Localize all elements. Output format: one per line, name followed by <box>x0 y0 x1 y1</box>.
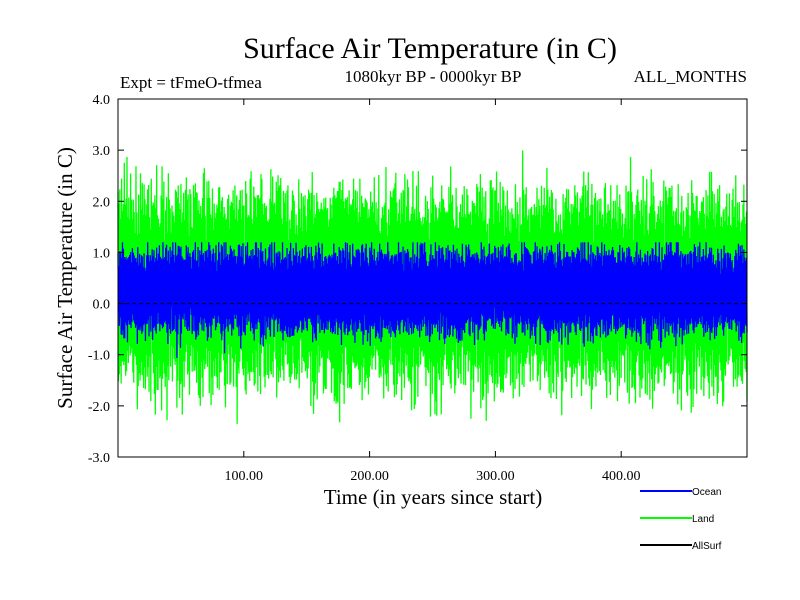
plot-series <box>117 150 748 424</box>
y-tick-label: -2.0 <box>88 400 110 415</box>
legend-label-ocean: Ocean <box>692 487 721 498</box>
y-tick-label: -1.0 <box>88 349 110 364</box>
legend: Ocean Land AllSurf <box>640 487 722 552</box>
legend-label-allsurf: AllSurf <box>692 541 722 552</box>
time-range-label: 1080kyr BP - 0000kyr BP <box>345 67 522 86</box>
plot-frame <box>117 98 748 458</box>
series-line-ocean <box>117 242 748 359</box>
y-tick-label: 0.0 <box>93 298 111 313</box>
x-axis-label: Time (in years since start) <box>324 485 543 509</box>
y-axis-label: Surface Air Temperature (in C) <box>53 147 77 409</box>
y-tick-label: 2.0 <box>93 195 111 210</box>
x-tick-label: 300.00 <box>476 469 515 484</box>
x-axis: 100.00 200.00 300.00 400.00 <box>225 99 641 484</box>
y-tick-label: 4.0 <box>93 93 111 108</box>
y-tick-label: 1.0 <box>93 246 111 261</box>
experiment-label: Expt = tFmeO-tfmea <box>120 73 262 92</box>
months-label: ALL_MONTHS <box>634 67 747 86</box>
legend-label-land: Land <box>692 514 714 525</box>
x-tick-label: 100.00 <box>225 469 264 484</box>
y-tick-label: -3.0 <box>88 451 110 466</box>
y-axis: -3.0 -2.0 -1.0 0.0 1.0 2.0 3.0 4.0 <box>88 93 747 466</box>
chart-title: Surface Air Temperature (in C) <box>243 32 617 65</box>
x-tick-label: 400.00 <box>602 469 641 484</box>
y-tick-label: 3.0 <box>93 144 111 159</box>
x-tick-label: 200.00 <box>350 469 389 484</box>
